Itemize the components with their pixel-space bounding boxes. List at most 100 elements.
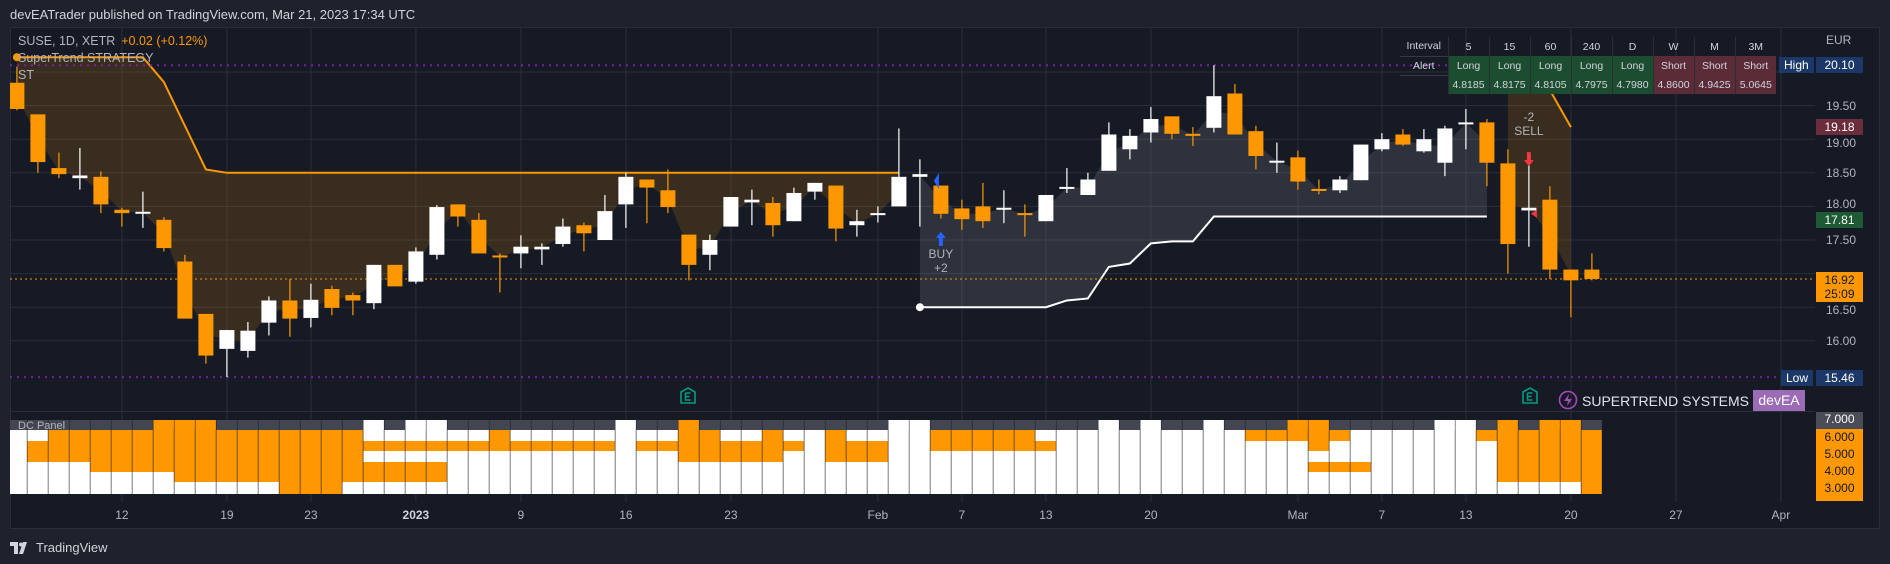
candle [870, 206, 886, 223]
candle-body [1101, 134, 1117, 171]
dc-cell [531, 451, 552, 462]
value-cell: 4.8105 [1529, 75, 1571, 94]
tf-cell: W [1652, 37, 1694, 56]
dc-cell [1434, 441, 1455, 451]
dc-cell [384, 441, 405, 451]
dc-cell [174, 430, 195, 441]
candle-body [1038, 194, 1054, 222]
dc-cell [951, 482, 972, 494]
candle [1437, 125, 1453, 177]
tf-cell: D [1611, 37, 1653, 56]
dc-cell [846, 451, 867, 462]
dc-cell [1203, 441, 1224, 451]
dc-cell [1581, 441, 1602, 451]
dc-cell [1518, 472, 1539, 482]
last-price: 16.92 [1824, 273, 1855, 287]
dc-cell [594, 451, 615, 462]
candle [345, 292, 361, 316]
dc-cell [111, 462, 132, 472]
dc-cell [1371, 482, 1392, 494]
candle-body [1521, 207, 1537, 211]
candle [261, 296, 277, 336]
dc-cell [615, 430, 636, 441]
dc-cell [1224, 462, 1245, 472]
dc-cell [1077, 472, 1098, 482]
dc-cell [1560, 472, 1581, 482]
price-chart[interactable] [10, 27, 1815, 497]
dc-cell [615, 420, 636, 430]
dc-cell [972, 430, 993, 441]
candle-body [387, 264, 403, 287]
dc-column [1371, 420, 1393, 494]
st-legend[interactable]: ST [18, 68, 34, 82]
symbol-info: SUSE, 1D, XETR [18, 34, 116, 48]
candle [807, 182, 823, 200]
dc-cell [1308, 462, 1329, 472]
time-tick-label: 19 [220, 508, 234, 522]
dc-cell [825, 451, 846, 462]
dc-cell [951, 451, 972, 462]
dc-cell [1497, 430, 1518, 441]
dc-cell [699, 420, 720, 430]
dc-cell [405, 420, 426, 430]
dc-cell [1287, 472, 1308, 482]
candle [93, 171, 109, 214]
dc-cell [1182, 441, 1203, 451]
dc-cell [300, 441, 321, 451]
dc-cell [1497, 441, 1518, 451]
dc-cell [1413, 451, 1434, 462]
dc-cell [10, 441, 27, 451]
candle [1458, 108, 1474, 150]
dc-cell [615, 451, 636, 462]
dc-cell [846, 420, 867, 430]
buy-text: BUY [928, 246, 954, 261]
dc-cell [951, 462, 972, 472]
dc-cell [1518, 441, 1539, 451]
dc-cell [678, 462, 699, 472]
candle [849, 209, 865, 237]
dc-column [657, 420, 679, 494]
dc-panel-title[interactable]: DC Panel [18, 420, 66, 432]
dc-cell [153, 472, 174, 482]
alert-cell: Long [1447, 56, 1489, 75]
dc-cell [1098, 462, 1119, 472]
dc-cell [783, 441, 804, 451]
dc-cell [657, 441, 678, 451]
dc-cell [258, 420, 279, 430]
dc-cell [1287, 451, 1308, 462]
candle [1227, 84, 1243, 135]
dc-cell [951, 441, 972, 451]
dc-cell [741, 441, 762, 451]
dc-column [1329, 420, 1351, 494]
earnings-icon[interactable] [1521, 387, 1539, 405]
dc-cell [1119, 472, 1140, 482]
dc-cell [615, 462, 636, 472]
dc-column [552, 420, 574, 494]
tradingview-logo[interactable]: TradingView [10, 540, 108, 555]
dc-cell [1077, 482, 1098, 494]
dc-cell [426, 451, 447, 462]
dc-cell [1035, 430, 1056, 441]
earnings-icon[interactable] [679, 387, 697, 405]
dc-cell [1098, 420, 1119, 430]
candle [492, 253, 508, 293]
dc-cell [1371, 451, 1392, 462]
dc-cell [111, 451, 132, 462]
dc-cell [195, 472, 216, 482]
alert-cell: Long [1529, 56, 1571, 75]
pane-separator[interactable] [10, 411, 1815, 412]
time-tick-label: Feb [867, 508, 889, 522]
dc-cell [1581, 430, 1602, 441]
price-tick-label: 18.50 [1826, 165, 1857, 180]
currency-label[interactable]: EUR [1826, 33, 1852, 47]
dc-column [972, 420, 994, 494]
dc-column [888, 420, 910, 494]
dc-cell [258, 451, 279, 462]
lightning-icon[interactable] [1558, 390, 1578, 410]
dc-panel[interactable] [10, 412, 1815, 502]
strategy-legend[interactable]: SuperTrend STRATEGY [18, 51, 154, 65]
dc-cell [10, 430, 27, 441]
dc-cell [1434, 420, 1455, 430]
candle-body [954, 208, 970, 220]
dc-cell [972, 451, 993, 462]
